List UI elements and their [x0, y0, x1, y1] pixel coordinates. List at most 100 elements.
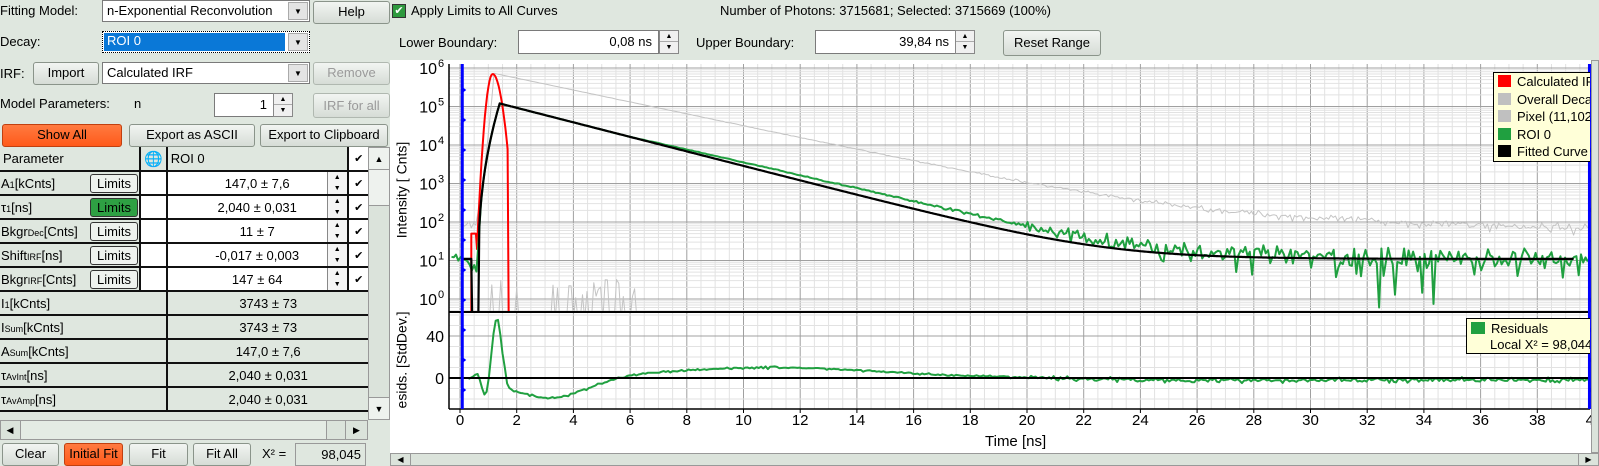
parameter-value: 147,0 ± 7,6	[166, 339, 371, 364]
limits-button[interactable]: Limits	[90, 246, 138, 265]
value-stepper[interactable]: ▲ ▼	[326, 244, 346, 265]
reset-range-button[interactable]: Reset Range	[1003, 30, 1101, 56]
parameter-name: τAvInt[ns]	[0, 363, 140, 388]
remove-button[interactable]: Remove	[313, 62, 390, 85]
lower-boundary-stepper[interactable]: ▲ ▼	[659, 30, 679, 54]
fit-all-button[interactable]: Fit All	[193, 443, 251, 466]
up-arrow-icon[interactable]: ▲	[660, 31, 678, 42]
scroll-down-icon[interactable]: ▼	[369, 397, 389, 419]
parameter-name: τAvAmp[ns]	[0, 387, 140, 412]
upper-panel	[449, 64, 1590, 312]
param-subscript: IRF	[27, 251, 42, 262]
import-button[interactable]: Import	[33, 62, 99, 85]
value-stepper[interactable]: ▲ ▼	[326, 268, 346, 289]
global-cell[interactable]	[140, 195, 168, 220]
n-label: n	[134, 96, 142, 111]
table-vertical-scrollbar[interactable]: ▲ ▼	[368, 147, 390, 420]
legend-item[interactable]: Fitted Curve	[1494, 143, 1590, 161]
upper-boundary-stepper[interactable]: ▲ ▼	[955, 30, 975, 54]
down-arrow-icon[interactable]: ▼	[279, 107, 287, 114]
scroll-up-icon[interactable]: ▲	[369, 148, 389, 170]
value-stepper[interactable]: ▲ ▼	[326, 196, 346, 217]
param-unit: [kCnts]	[9, 295, 51, 311]
show-all-button[interactable]: Show All	[2, 124, 122, 147]
up-arrow-icon[interactable]: ▲	[956, 31, 974, 42]
boundary-handle-icon	[462, 387, 467, 393]
legend-item[interactable]: Overall Decay	[1494, 91, 1590, 109]
export-ascii-button[interactable]: Export as ASCII	[129, 124, 255, 147]
param-subscript: Sum	[9, 347, 29, 358]
help-button[interactable]: Help	[313, 1, 390, 24]
legend-item[interactable]: Calculated IRF	[1494, 73, 1590, 91]
limits-button[interactable]: Limits	[90, 222, 138, 241]
boundary-handle-icon	[462, 327, 467, 333]
limits-button[interactable]: Limits	[90, 198, 138, 217]
scroll-right-icon[interactable]: ▶	[1578, 454, 1598, 465]
irf-select[interactable]: Calculated IRF ▼	[102, 62, 310, 84]
table-row: ShiftIRF[ns] Limits -0,017 ± 0,003 ▲ ▼ ✔	[0, 243, 371, 268]
fix-checkbox[interactable]: ✔	[347, 267, 371, 292]
legend-item[interactable]: Pixel (11,102)	[1494, 108, 1590, 126]
global-cell[interactable]	[140, 219, 168, 244]
n-stepper[interactable]: ▲ ▼	[273, 93, 293, 117]
plot-vertical-scrollbar[interactable]	[1591, 60, 1599, 453]
value-stepper[interactable]: ▲ ▼	[326, 220, 346, 241]
global-cell[interactable]	[140, 267, 168, 292]
lower-boundary-input[interactable]: 0,08 ns	[518, 30, 659, 54]
x-tick-label: 24	[1132, 412, 1149, 429]
scroll-left-icon[interactable]: ◀	[391, 454, 411, 465]
globe-icon[interactable]: 🌐	[140, 147, 168, 172]
parameter-value[interactable]: 147,0 ± 7,6 ▲ ▼	[166, 171, 349, 196]
value-stepper[interactable]: ▲ ▼	[326, 172, 346, 193]
irf-for-all-button[interactable]: IRF for all	[313, 93, 390, 118]
parameter-value: 2,040 ± 0,031	[166, 387, 371, 412]
residuals-legend-label: Residuals	[1491, 321, 1549, 336]
decay-select[interactable]: ROI 0 ▼	[102, 31, 310, 53]
apply-limits-checkbox[interactable]: ✔	[392, 4, 406, 18]
param-subscript: 1	[9, 179, 15, 190]
x-tick-label: 4	[569, 412, 577, 429]
plot-horizontal-scrollbar[interactable]: ◀ ▶	[390, 453, 1599, 466]
scroll-thumb[interactable]	[369, 170, 389, 206]
boundary-handle-icon	[462, 297, 467, 303]
table-horizontal-scrollbar[interactable]: ◀ ▶	[0, 420, 368, 440]
decay-label: Decay:	[0, 34, 41, 49]
x-tick-label: 20	[1019, 412, 1036, 429]
limits-button[interactable]: Limits	[90, 270, 138, 289]
global-cell[interactable]	[140, 171, 168, 196]
scroll-left-icon[interactable]: ◀	[6, 425, 14, 435]
scroll-thumb[interactable]	[20, 421, 327, 439]
param-symbol: A	[1, 175, 10, 191]
table-row: τ1[ns] Limits 2,040 ± 0,031 ▲ ▼ ✔	[0, 195, 371, 220]
fix-checkbox[interactable]: ✔	[347, 243, 371, 268]
param-subscript: Dec	[27, 227, 44, 238]
boundary-handle-icon	[462, 117, 467, 123]
y-tick-exponent: 5	[438, 97, 444, 109]
fitting-model-select[interactable]: n-Exponential Reconvolution ▼	[102, 0, 310, 22]
boundary-handle-icon	[462, 147, 467, 153]
upper-boundary-label: Upper Boundary:	[696, 35, 795, 50]
n-input[interactable]: 1	[214, 93, 274, 117]
lower-boundary-label: Lower Boundary:	[399, 35, 498, 50]
residuals-legend: Residuals Local X² = 98,0448	[1466, 318, 1590, 354]
parameter-value[interactable]: -0,017 ± 0,003 ▲ ▼	[166, 243, 349, 268]
x-tick-label: 32	[1359, 412, 1376, 429]
export-clipboard-button[interactable]: Export to Clipboard	[260, 124, 388, 147]
down-arrow-icon[interactable]: ▼	[665, 44, 673, 51]
up-arrow-icon[interactable]: ▲	[274, 94, 292, 105]
scroll-right-icon[interactable]: ▶	[345, 421, 367, 439]
parameter-value[interactable]: 2,040 ± 0,031 ▲ ▼	[166, 195, 349, 220]
parameter-value[interactable]: 11 ± 7 ▲ ▼	[166, 219, 349, 244]
upper-boundary-input[interactable]: 39,84 ns	[815, 30, 956, 54]
fix-checkbox[interactable]: ✔	[347, 195, 371, 220]
param-subscript: IRF	[27, 275, 43, 286]
limits-button[interactable]: Limits	[90, 174, 138, 193]
down-arrow-icon[interactable]: ▼	[961, 44, 969, 51]
parameter-header: Parameter	[0, 147, 141, 172]
value-text: 2,040 ± 0,031	[217, 199, 297, 215]
legend-item[interactable]: ROI 0	[1494, 126, 1590, 144]
parameter-value[interactable]: 147 ± 64 ▲ ▼	[166, 267, 349, 292]
global-cell[interactable]	[140, 243, 168, 268]
param-unit: [ns]	[11, 199, 33, 215]
